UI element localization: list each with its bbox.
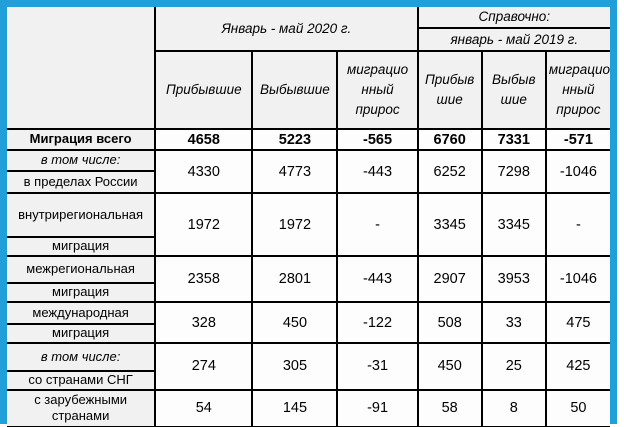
value-cell: 25 (480, 342, 547, 391)
value-cell: 1972 (251, 192, 339, 258)
row-label-intraregional-2: миграция (7, 236, 157, 258)
value-cell: - (336, 192, 419, 258)
table-row-within-russia-label2: в пределах России (7, 170, 610, 195)
row-label-total: Миграция всего (7, 128, 157, 152)
row-label-cis: со странами СНГ (7, 370, 157, 391)
value-cell: 6252 (416, 149, 483, 195)
row-label-interregional-2: миграция (7, 282, 157, 304)
table-row-interregional-label2: миграция (7, 282, 610, 304)
value-cell: -122 (336, 301, 419, 345)
header-row-columns: Прибывшие Выбывшие миграцио нный прирос … (7, 50, 610, 131)
column-header-net-2019: миграцио нный прирос (544, 50, 610, 131)
value-cell: -565 (336, 128, 419, 152)
header-row-2019: январь - май 2019 г. (7, 27, 610, 53)
value-cell: -443 (336, 255, 419, 304)
value-cell: 3345 (416, 192, 483, 258)
value-cell: 508 (416, 301, 483, 345)
column-header-departures-2020: Выбывшие (251, 50, 339, 131)
value-cell: 5223 (251, 128, 339, 152)
value-cell: 4330 (154, 149, 254, 195)
value-cell: 7298 (480, 149, 547, 195)
value-cell: 2358 (154, 255, 254, 304)
header-period-2020: Январь - май 2020 г. (154, 7, 419, 53)
value-cell: 450 (416, 342, 483, 391)
table-row-international: международная 328 450 -122 508 33 475 (7, 301, 610, 345)
table-row-international-label2: миграция (7, 323, 610, 345)
value-cell: 54 (154, 388, 254, 427)
value-cell: 2907 (416, 255, 483, 304)
value-cell: 6760 (416, 128, 483, 152)
value-cell: -1046 (544, 255, 610, 304)
table-row-within-russia: в том числе: 4330 4773 -443 6252 7298 -1… (7, 149, 610, 195)
value-cell: 7331 (480, 128, 547, 152)
migration-table: Январь - май 2020 г. Справочно: январь -… (7, 7, 610, 427)
table-row-cis: в том числе: 274 305 -31 450 25 425 (7, 342, 610, 391)
value-cell: 305 (251, 342, 339, 391)
table-row-cis-label2: со странами СНГ (7, 370, 610, 391)
table-row-total: Миграция всего 4658 5223 -565 6760 7331 … (7, 128, 610, 152)
row-label-within-russia: в пределах России (7, 170, 157, 195)
row-label-subnote-cis: в том числе: (7, 342, 157, 373)
value-cell: -571 (544, 128, 610, 152)
value-cell: 2801 (251, 255, 339, 304)
value-cell: 145 (251, 388, 339, 427)
value-cell: 1972 (154, 192, 254, 258)
value-cell: - (544, 192, 610, 258)
column-header-arrivals-2020: Прибывшие (154, 50, 254, 131)
value-cell: 58 (416, 388, 483, 427)
value-cell: 50 (544, 388, 610, 427)
value-cell: 3345 (480, 192, 547, 258)
row-label-foreign: с зарубежными странами (7, 388, 157, 427)
header-period-2019: январь - май 2019 г. (416, 27, 610, 53)
table-row-intraregional-label2: миграция (7, 236, 610, 258)
column-header-departures-2019: Выбыв шие (480, 50, 547, 131)
value-cell: -31 (336, 342, 419, 391)
row-label-interregional: межрегиональная (7, 255, 157, 285)
value-cell: 33 (480, 301, 547, 345)
table-row-intraregional: внутрирегиональная 1972 1972 - 3345 3345… (7, 192, 610, 258)
corner-cell (7, 7, 157, 131)
row-label-international: международная (7, 301, 157, 326)
table-row-foreign: с зарубежными странами 54 145 -91 58 8 5… (7, 388, 610, 427)
value-cell: 274 (154, 342, 254, 391)
value-cell: -443 (336, 149, 419, 195)
value-cell: 3953 (480, 255, 547, 304)
value-cell: 4773 (251, 149, 339, 195)
value-cell: -1046 (544, 149, 610, 195)
column-header-net-2020: миграцио нный прирос (336, 50, 419, 131)
row-label-intraregional: внутрирегиональная (7, 192, 157, 239)
table-row-interregional: межрегиональная 2358 2801 -443 2907 3953… (7, 255, 610, 304)
value-cell: 4658 (154, 128, 254, 152)
row-label-subnote-within: в том числе: (7, 149, 157, 173)
value-cell: 450 (251, 301, 339, 345)
value-cell: 328 (154, 301, 254, 345)
value-cell: 425 (544, 342, 610, 391)
header-reference-label: Справочно: (416, 7, 610, 30)
value-cell: 475 (544, 301, 610, 345)
value-cell: 8 (480, 388, 547, 427)
row-label-international-2: миграция (7, 323, 157, 345)
header-row-groups: Январь - май 2020 г. Справочно: (7, 7, 610, 131)
column-header-arrivals-2019: Прибыв шие (416, 50, 483, 131)
value-cell: -91 (336, 388, 419, 427)
